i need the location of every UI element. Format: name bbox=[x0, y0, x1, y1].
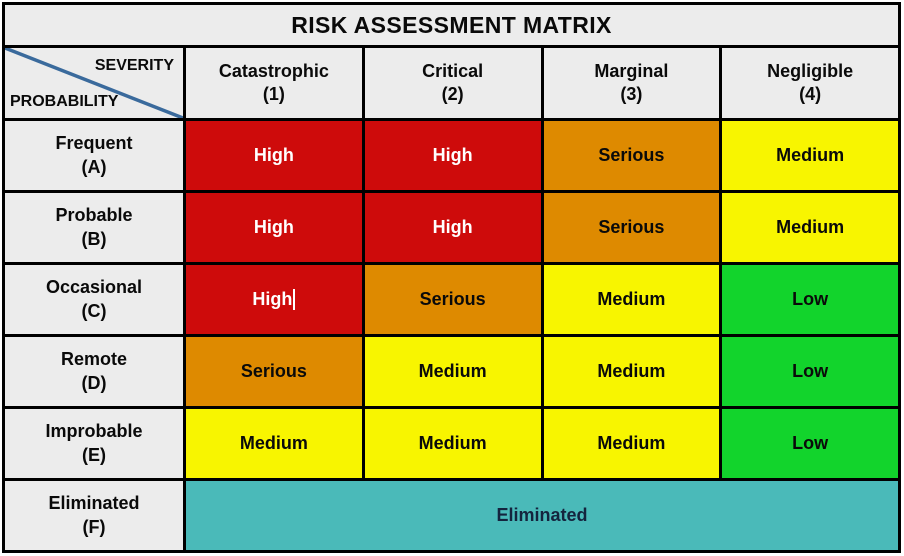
row-code: (C) bbox=[81, 300, 107, 321]
column-header-marginal: Marginal (3) bbox=[543, 48, 720, 118]
row-label-frequent: Frequent (A) bbox=[5, 121, 183, 190]
diagonal-line bbox=[5, 48, 183, 118]
risk-cell-a2: High bbox=[364, 121, 541, 190]
risk-cell-b1: High bbox=[186, 193, 362, 262]
row-label-improbable: Improbable (E) bbox=[5, 409, 183, 478]
row-label-eliminated: Eliminated (F) bbox=[5, 481, 183, 550]
column-code: (3) bbox=[620, 84, 643, 104]
risk-cell-d4: Low bbox=[722, 337, 898, 406]
risk-cell-d3: Medium bbox=[543, 337, 720, 406]
risk-cell-b2: High bbox=[364, 193, 541, 262]
risk-cell-a4: Medium bbox=[722, 121, 898, 190]
column-code: (1) bbox=[262, 84, 285, 104]
severity-axis-label: SEVERITY bbox=[94, 57, 174, 74]
row-label-probable: Probable (B) bbox=[5, 193, 183, 262]
column-header-critical: Critical (2) bbox=[364, 48, 541, 118]
row-name: Remote bbox=[60, 349, 127, 370]
column-code: (4) bbox=[799, 84, 822, 104]
risk-cell-d1: Serious bbox=[186, 337, 362, 406]
risk-cell-label: High bbox=[252, 289, 293, 309]
row-code: (B) bbox=[81, 228, 107, 249]
column-code: (2) bbox=[441, 84, 464, 104]
row-code: (F) bbox=[82, 516, 106, 537]
column-name: Critical bbox=[422, 60, 484, 81]
risk-cell-e1: Medium bbox=[186, 409, 362, 478]
column-name: Catastrophic bbox=[218, 60, 329, 81]
row-name: Eliminated bbox=[48, 493, 140, 514]
row-code: (E) bbox=[82, 444, 106, 465]
risk-cell-e3: Medium bbox=[543, 409, 720, 478]
column-header-catastrophic: Catastrophic (1) bbox=[186, 48, 362, 118]
row-label-occasional: Occasional (C) bbox=[5, 265, 183, 334]
corner-cell: SEVERITY PROBABILITY bbox=[5, 48, 183, 118]
row-code: (A) bbox=[81, 156, 107, 177]
row-name: Improbable bbox=[45, 421, 143, 442]
page-title: RISK ASSESSMENT MATRIX bbox=[5, 5, 898, 45]
risk-cell-b3: Serious bbox=[543, 193, 720, 262]
eliminated-merged-cell: Eliminated bbox=[186, 481, 898, 550]
row-name: Occasional bbox=[45, 277, 143, 298]
risk-cell-c3: Medium bbox=[543, 265, 720, 334]
risk-cell-b4: Medium bbox=[722, 193, 898, 262]
risk-cell-c1-editing[interactable]: High bbox=[186, 265, 362, 334]
row-name: Frequent bbox=[55, 133, 133, 154]
column-name: Negligible bbox=[767, 60, 854, 81]
column-name: Marginal bbox=[594, 60, 669, 81]
probability-axis-label: PROBABILITY bbox=[10, 93, 119, 110]
risk-cell-a1: High bbox=[186, 121, 362, 190]
risk-cell-e4: Low bbox=[722, 409, 898, 478]
risk-cell-a3: Serious bbox=[543, 121, 720, 190]
row-code: (D) bbox=[81, 372, 107, 393]
risk-cell-c4: Low bbox=[722, 265, 898, 334]
risk-cell-d2: Medium bbox=[364, 337, 541, 406]
row-name: Probable bbox=[55, 205, 133, 226]
row-label-remote: Remote (D) bbox=[5, 337, 183, 406]
column-header-negligible: Negligible (4) bbox=[722, 48, 898, 118]
text-caret bbox=[293, 289, 296, 310]
risk-cell-c2: Serious bbox=[364, 265, 541, 334]
risk-cell-e2: Medium bbox=[364, 409, 541, 478]
